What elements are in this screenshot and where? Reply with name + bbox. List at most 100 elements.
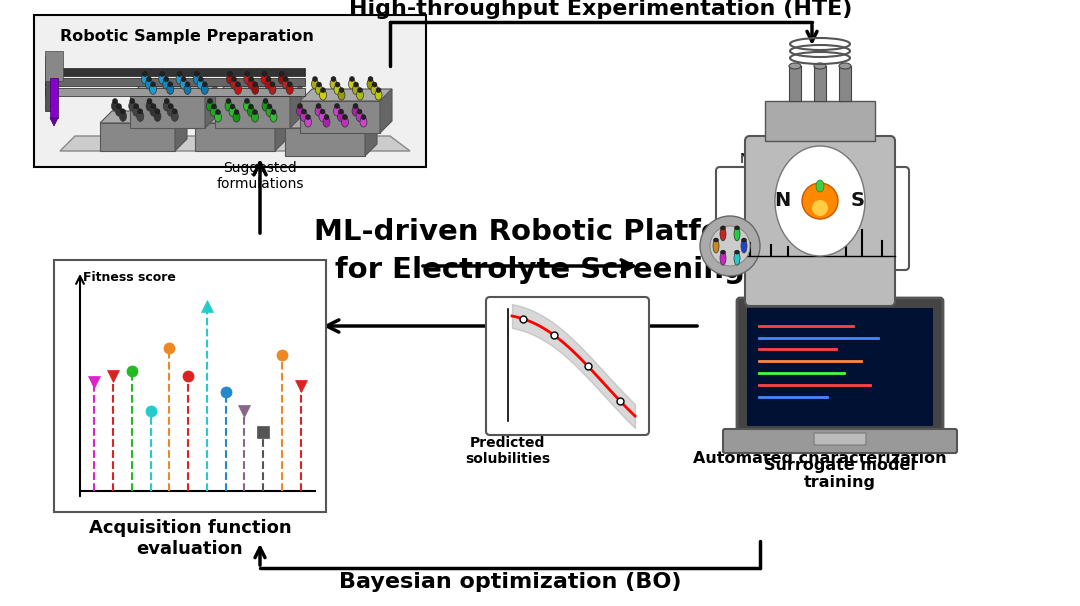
Ellipse shape: [269, 84, 276, 95]
Ellipse shape: [789, 63, 801, 69]
Ellipse shape: [814, 63, 826, 69]
Ellipse shape: [361, 115, 366, 119]
Ellipse shape: [156, 109, 160, 114]
FancyBboxPatch shape: [812, 351, 828, 441]
Text: Surrogate model
training: Surrogate model training: [764, 458, 916, 490]
Ellipse shape: [319, 112, 326, 122]
Ellipse shape: [335, 82, 340, 87]
FancyBboxPatch shape: [45, 68, 305, 76]
FancyBboxPatch shape: [50, 78, 58, 118]
Ellipse shape: [339, 88, 345, 93]
Ellipse shape: [168, 104, 173, 108]
Polygon shape: [100, 111, 187, 123]
Ellipse shape: [233, 112, 240, 122]
Ellipse shape: [159, 74, 165, 84]
Polygon shape: [175, 111, 187, 151]
FancyBboxPatch shape: [716, 167, 909, 270]
Ellipse shape: [300, 112, 308, 122]
Ellipse shape: [287, 82, 293, 87]
Ellipse shape: [734, 251, 740, 265]
Ellipse shape: [305, 117, 311, 127]
Text: Acquisition function
evaluation: Acquisition function evaluation: [89, 519, 292, 558]
Ellipse shape: [185, 82, 190, 87]
Ellipse shape: [147, 77, 151, 82]
Ellipse shape: [342, 115, 348, 119]
Ellipse shape: [741, 239, 747, 253]
Ellipse shape: [267, 104, 272, 109]
Ellipse shape: [357, 109, 362, 114]
Ellipse shape: [202, 82, 207, 87]
Ellipse shape: [177, 72, 183, 76]
Circle shape: [802, 183, 838, 219]
Ellipse shape: [212, 104, 216, 109]
Ellipse shape: [330, 76, 336, 81]
Ellipse shape: [166, 84, 174, 95]
Ellipse shape: [265, 79, 272, 89]
Ellipse shape: [137, 112, 144, 121]
Ellipse shape: [320, 109, 325, 114]
Ellipse shape: [765, 340, 875, 362]
FancyBboxPatch shape: [45, 56, 57, 111]
Ellipse shape: [360, 117, 367, 127]
Ellipse shape: [311, 79, 319, 89]
FancyBboxPatch shape: [839, 66, 851, 101]
FancyBboxPatch shape: [789, 66, 801, 101]
Ellipse shape: [320, 90, 326, 100]
Ellipse shape: [226, 99, 231, 104]
Ellipse shape: [816, 180, 824, 192]
Ellipse shape: [111, 101, 119, 111]
FancyBboxPatch shape: [45, 51, 63, 81]
FancyBboxPatch shape: [737, 298, 943, 434]
Ellipse shape: [775, 146, 865, 256]
Ellipse shape: [334, 106, 340, 116]
Ellipse shape: [247, 79, 255, 89]
Ellipse shape: [372, 82, 377, 87]
FancyBboxPatch shape: [858, 351, 873, 441]
Polygon shape: [130, 84, 217, 96]
Ellipse shape: [143, 72, 148, 76]
Ellipse shape: [315, 106, 322, 116]
Ellipse shape: [283, 77, 288, 82]
Ellipse shape: [338, 90, 345, 100]
Ellipse shape: [129, 101, 136, 111]
Ellipse shape: [282, 79, 289, 89]
Ellipse shape: [230, 79, 238, 89]
Polygon shape: [275, 111, 287, 151]
Polygon shape: [291, 84, 302, 128]
Ellipse shape: [207, 99, 213, 104]
Ellipse shape: [253, 82, 258, 87]
Ellipse shape: [356, 112, 363, 122]
Ellipse shape: [266, 77, 271, 82]
Ellipse shape: [262, 72, 267, 76]
Ellipse shape: [167, 106, 174, 116]
Ellipse shape: [244, 99, 249, 104]
Text: Fitness score: Fitness score: [83, 271, 176, 284]
Circle shape: [710, 226, 750, 266]
Text: Robotic Sample Preparation: Robotic Sample Preparation: [60, 29, 314, 44]
Text: S: S: [851, 191, 865, 210]
Ellipse shape: [150, 82, 156, 87]
Ellipse shape: [312, 76, 318, 81]
Ellipse shape: [734, 250, 740, 254]
Ellipse shape: [357, 88, 363, 93]
Ellipse shape: [243, 101, 251, 111]
Ellipse shape: [206, 101, 214, 111]
Ellipse shape: [316, 82, 322, 87]
Polygon shape: [60, 136, 410, 151]
Ellipse shape: [201, 84, 208, 95]
Ellipse shape: [130, 99, 135, 104]
FancyBboxPatch shape: [45, 88, 305, 96]
Ellipse shape: [734, 227, 740, 241]
Ellipse shape: [376, 88, 381, 93]
Ellipse shape: [323, 117, 330, 127]
Ellipse shape: [229, 107, 237, 116]
Ellipse shape: [271, 110, 276, 115]
Ellipse shape: [163, 79, 170, 89]
Ellipse shape: [245, 72, 249, 76]
Ellipse shape: [199, 77, 203, 82]
Ellipse shape: [228, 72, 232, 76]
Ellipse shape: [151, 104, 156, 108]
Ellipse shape: [164, 99, 170, 104]
Ellipse shape: [160, 72, 165, 76]
FancyBboxPatch shape: [300, 101, 380, 133]
